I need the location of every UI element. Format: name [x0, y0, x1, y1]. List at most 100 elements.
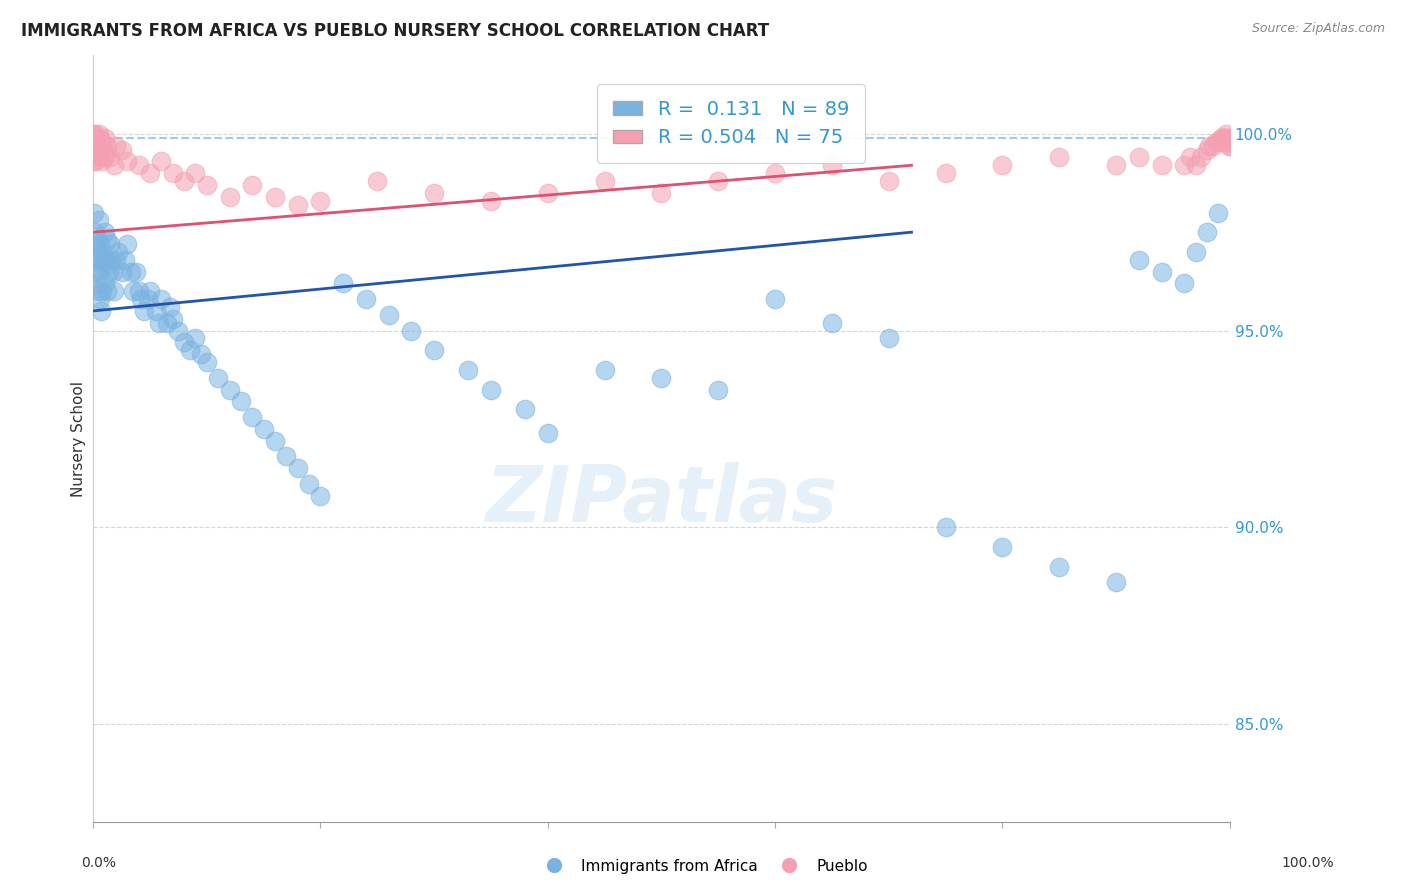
Point [90, 257, 112, 271]
Point [240, 410, 263, 425]
Point [96, 138, 118, 153]
Point [991, 158, 1014, 172]
Point [707, 383, 730, 397]
Point [87, 213, 110, 227]
Point [87, 284, 110, 298]
Point [83, 138, 105, 153]
Point [87, 135, 110, 149]
Point [240, 178, 263, 192]
Point [86, 233, 108, 247]
Point [423, 186, 446, 200]
Point [1173, 158, 1195, 172]
Point [179, 343, 201, 358]
Point [104, 138, 127, 153]
Point [93, 138, 115, 153]
Point [87, 264, 110, 278]
Point [93, 130, 115, 145]
Point [83, 264, 105, 278]
Point [190, 347, 212, 361]
Point [184, 166, 207, 180]
Point [90, 135, 112, 149]
Point [94, 252, 117, 267]
Point [537, 186, 560, 200]
Point [134, 304, 156, 318]
Point [479, 383, 502, 397]
Point [97, 257, 120, 271]
Point [1105, 158, 1128, 172]
Point [128, 158, 150, 172]
Point [84, 138, 107, 153]
Point [93, 151, 115, 165]
Point [136, 292, 159, 306]
Point [139, 284, 162, 298]
Point [1205, 135, 1227, 149]
Point [125, 264, 148, 278]
Point [877, 174, 900, 188]
Point [253, 422, 276, 436]
Legend: R =  0.131   N = 89, R = 0.504   N = 75: R = 0.131 N = 89, R = 0.504 N = 75 [598, 84, 865, 163]
Point [298, 477, 321, 491]
Point [229, 394, 252, 409]
Point [1198, 138, 1220, 153]
Point [173, 174, 195, 188]
Point [354, 292, 377, 306]
Point [107, 244, 129, 259]
Point [479, 194, 502, 208]
Point [98, 237, 121, 252]
Point [93, 252, 115, 267]
Text: 0.0%: 0.0% [82, 855, 115, 870]
Point [1047, 151, 1070, 165]
Point [162, 311, 184, 326]
Point [89, 237, 111, 252]
Point [821, 316, 844, 330]
Point [96, 233, 118, 247]
Point [159, 300, 181, 314]
Point [96, 284, 118, 298]
Point [1213, 130, 1236, 145]
Point [129, 292, 152, 306]
Text: Source: ZipAtlas.com: Source: ZipAtlas.com [1251, 22, 1385, 36]
Point [128, 284, 150, 298]
Point [173, 335, 195, 350]
Point [218, 190, 240, 204]
Text: 100.0%: 100.0% [1281, 855, 1334, 870]
Point [87, 127, 110, 141]
Point [103, 158, 125, 172]
Point [707, 174, 730, 188]
Point [1047, 559, 1070, 574]
Point [93, 225, 115, 239]
Point [91, 244, 114, 259]
Point [1209, 130, 1232, 145]
Point [101, 264, 124, 278]
Point [93, 277, 115, 291]
Point [139, 166, 162, 180]
Point [84, 127, 107, 141]
Point [86, 146, 108, 161]
Point [90, 304, 112, 318]
Point [110, 264, 132, 278]
Point [1105, 575, 1128, 590]
Point [84, 154, 107, 169]
Text: ZIPatlas: ZIPatlas [485, 462, 838, 538]
Point [83, 154, 105, 169]
Point [145, 304, 167, 318]
Point [763, 166, 786, 180]
Point [593, 174, 616, 188]
Point [1189, 151, 1212, 165]
Point [87, 143, 110, 157]
Point [332, 277, 354, 291]
Point [89, 130, 111, 145]
Point [1128, 252, 1150, 267]
Point [309, 194, 332, 208]
Point [1218, 130, 1240, 145]
Point [87, 151, 110, 165]
Point [1208, 135, 1230, 149]
Point [1184, 244, 1206, 259]
Point [1218, 138, 1240, 153]
Point [264, 190, 287, 204]
Point [423, 343, 446, 358]
Y-axis label: Nursery School: Nursery School [72, 381, 86, 497]
Point [103, 284, 125, 298]
Point [1215, 127, 1237, 141]
Point [104, 252, 127, 267]
